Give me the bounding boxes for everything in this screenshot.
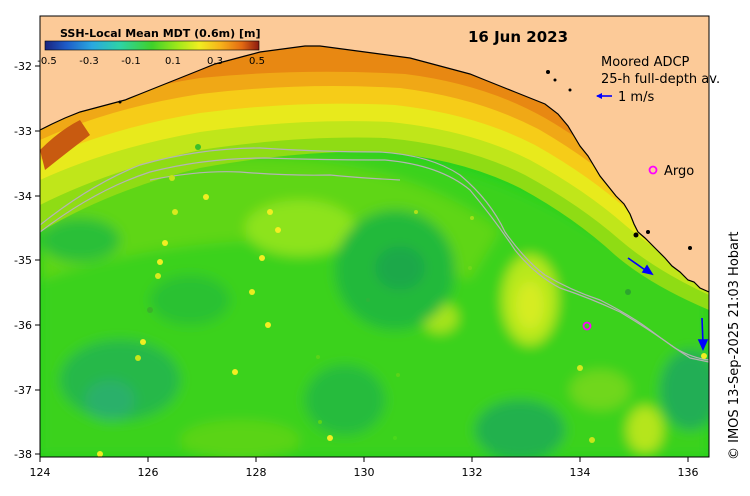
y-tick-34: -34 [14,190,32,203]
land-mass [40,16,709,292]
obs-dots [97,144,707,457]
x-tick-126: 126 [138,466,159,479]
y-tick-36: -36 [14,319,32,332]
x-tick-128: 128 [246,466,267,479]
x-tick-134: 134 [570,466,591,479]
colorbar-tick-5: 0.5 [249,56,265,67]
y-tick-32: -32 [14,60,32,73]
date-title: 16 Jun 2023 [468,28,568,46]
y-tick-35: -35 [14,254,32,267]
legend-argo-icon [648,165,658,175]
credit-text: © IMOS 13-Sep-2025 21:03 Hobart [727,232,742,460]
tick-marks [35,65,689,462]
x-tick-124: 124 [30,466,51,479]
colorbar-tick-2: -0.1 [121,56,141,67]
colorbar-gradient [44,40,260,51]
legend-adcp-line1: Moored ADCP [601,55,690,70]
x-tick-136: 136 [678,466,699,479]
ssh-field [40,146,709,457]
plot-frame [39,15,710,458]
colorbar-tick-3: 0.1 [165,56,181,67]
colorbar-tick-1: -0.3 [79,56,99,67]
legend-scale-label: 1 m/s [618,90,654,105]
y-tick-38: -38 [14,448,32,461]
colorbar-title: SSH-Local Mean MDT (0.6m) [m] [60,27,260,40]
argo-float-marker[interactable] [582,321,592,331]
colorbar-tick-0: -0.5 [37,56,57,67]
bathymetry-contours [40,147,709,363]
legend-argo-label: Argo [664,164,694,179]
adcp-vectors [627,257,709,351]
legend-adcp-line2: 25-h full-depth av. [601,72,720,87]
x-tick-132: 132 [462,466,483,479]
colorbar-tick-4: 0.3 [207,56,223,67]
islands [118,70,692,250]
y-tick-33: -33 [14,125,32,138]
legend: Moored ADCP 25-h full-depth av. 1 m/s Ar… [596,55,720,179]
x-tick-130: 130 [354,466,375,479]
legend-scale-arrowhead [596,93,602,99]
y-tick-37: -37 [14,384,32,397]
colorbar: SSH-Local Mean MDT (0.6m) [m] -0.5 -0.3 … [37,27,265,67]
coastline [40,45,709,293]
